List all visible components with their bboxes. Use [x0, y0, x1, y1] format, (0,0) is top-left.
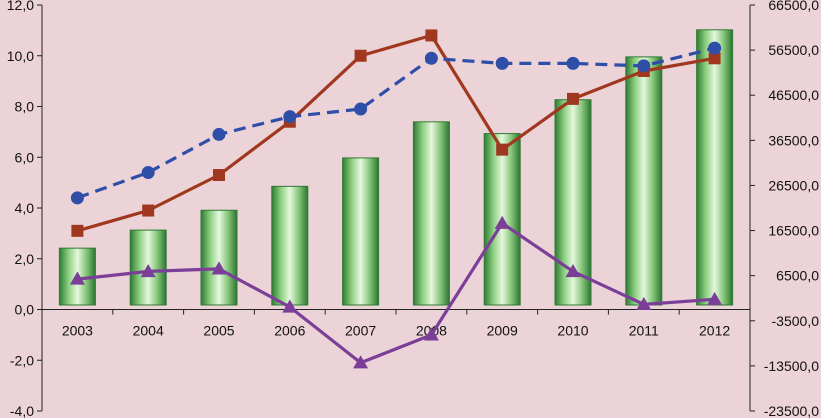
- bar: [625, 56, 663, 306]
- series-line-square: [76, 33, 715, 233]
- marker-square: [354, 49, 367, 62]
- marker-triangle: [636, 296, 652, 311]
- left-axis-tick-label: -2,0: [10, 352, 34, 368]
- left-axis-tick-label: 2,0: [15, 251, 35, 267]
- marker-circle: [354, 102, 368, 116]
- bar: [412, 121, 450, 306]
- right-axis-tick-label: 6500,0: [776, 268, 819, 284]
- marker-circle: [495, 56, 509, 70]
- category-label: 2004: [133, 323, 164, 339]
- left-axis-tick-label: 8,0: [15, 99, 35, 115]
- category-label: 2006: [274, 323, 305, 339]
- marker-triangle: [140, 263, 156, 278]
- marker-triangle: [565, 263, 581, 278]
- marker-triangle: [707, 291, 723, 305]
- marker-circle: [212, 127, 226, 141]
- marker-square: [213, 169, 225, 182]
- category-label: 2012: [699, 323, 730, 339]
- left-axis-tick-label: -4,0: [10, 403, 34, 418]
- marker-circle: [708, 41, 722, 55]
- right-axis-tick-label: 26500,0: [768, 177, 819, 193]
- marker-square: [142, 204, 155, 217]
- left-axis-tick-label: 4,0: [15, 200, 35, 216]
- right-axis-tick-label: -23500,0: [764, 403, 819, 418]
- left-axis-tick-label: 0,0: [15, 302, 35, 318]
- right-axis-tick-label: 66500,0: [768, 0, 819, 13]
- left-axis-tick-label: 12,0: [7, 0, 34, 13]
- marker-square: [425, 29, 438, 42]
- marker-circle: [141, 165, 155, 179]
- series-line-circle: [76, 46, 715, 200]
- marker-square: [71, 224, 84, 237]
- marker-square: [496, 143, 509, 156]
- bar: [200, 209, 238, 306]
- right-axis-tick-label: -13500,0: [764, 358, 819, 374]
- category-label: 2007: [345, 323, 376, 339]
- marker-triangle: [423, 327, 439, 341]
- series-line-triangle: [77, 221, 715, 365]
- category-label: 2003: [62, 323, 93, 339]
- right-axis-tick-label: 16500,0: [768, 223, 819, 239]
- marker-circle: [566, 56, 580, 70]
- left-axis-tick-label: 10,0: [7, 48, 34, 64]
- right-axis-tick-label: 56500,0: [768, 42, 819, 58]
- left-axis-tick-label: 6,0: [15, 149, 35, 165]
- marker-circle: [637, 59, 651, 73]
- bar: [342, 157, 380, 306]
- right-axis-tick-label: 36500,0: [768, 132, 819, 148]
- bar: [271, 185, 309, 306]
- marker-circle: [424, 51, 438, 65]
- marker-triangle: [353, 355, 369, 369]
- bar: [696, 29, 734, 306]
- right-axis-tick-label: -3500,0: [772, 313, 820, 329]
- marker-triangle: [494, 215, 510, 229]
- category-label: 2009: [487, 323, 518, 339]
- marker-circle: [70, 191, 84, 205]
- marker-circle: [283, 110, 297, 124]
- marker-triangle: [211, 261, 227, 275]
- marker-square: [708, 52, 721, 65]
- category-label: 2005: [203, 323, 234, 339]
- right-axis-tick-label: 46500,0: [768, 87, 819, 103]
- marker-triangle: [282, 299, 298, 313]
- category-label: 2010: [557, 323, 588, 339]
- marker-triangle: [69, 271, 85, 285]
- category-label: 2011: [629, 323, 659, 339]
- marker-square: [567, 92, 579, 105]
